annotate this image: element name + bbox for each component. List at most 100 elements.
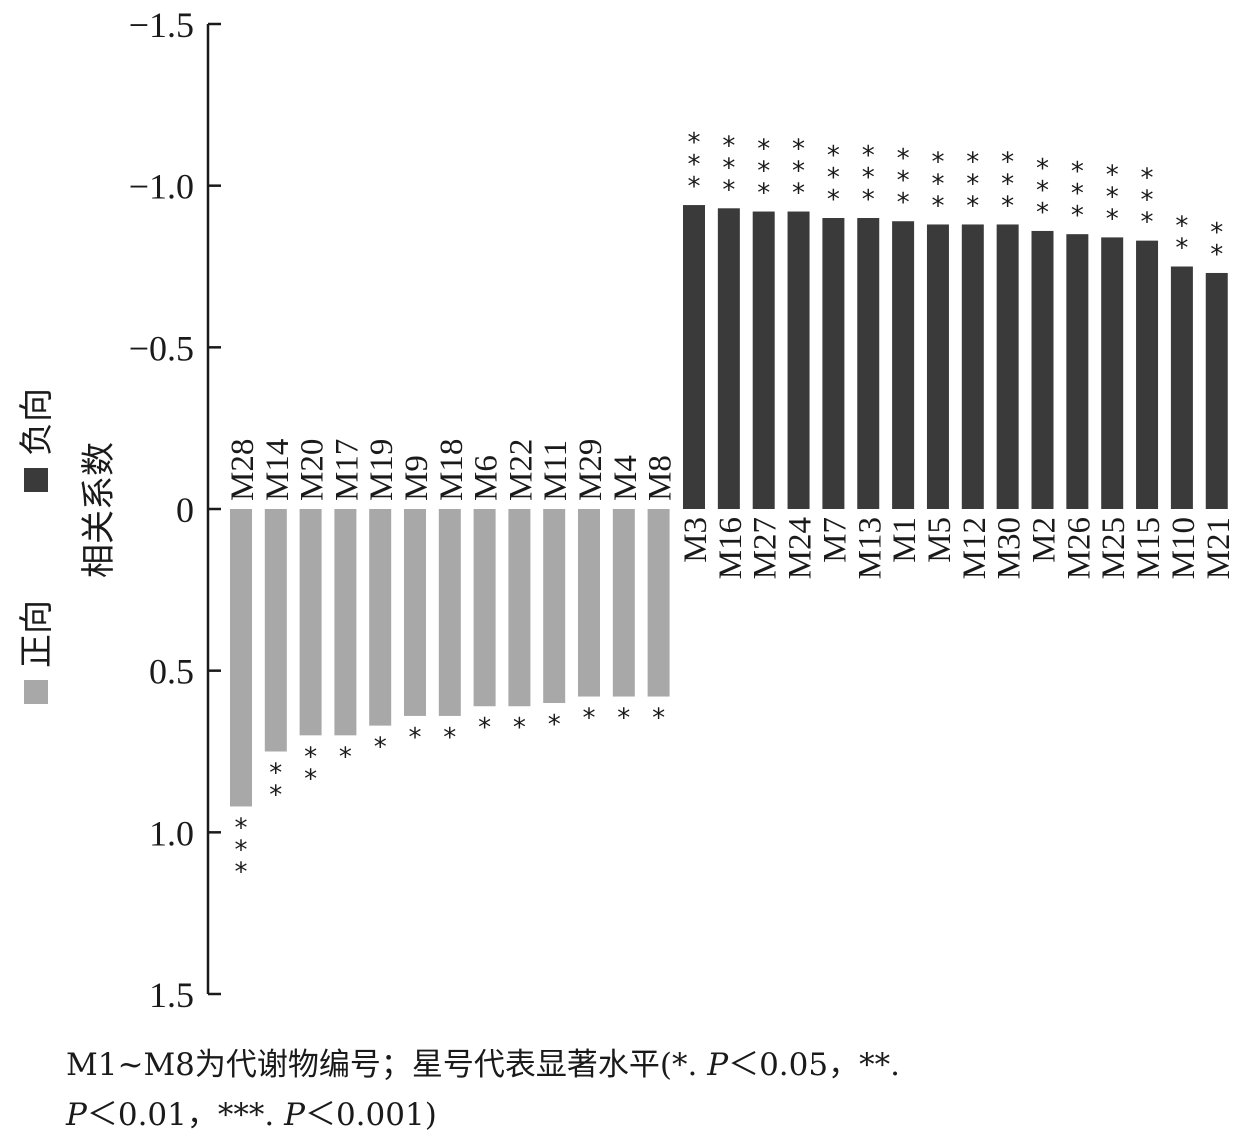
significance-star: * — [1071, 157, 1084, 187]
bar-M14 — [264, 509, 287, 752]
bar-label-M16: M16 — [713, 517, 749, 579]
significance-star: * — [583, 704, 596, 734]
bar-label-M4: M4 — [608, 455, 644, 501]
significance-M7: *** — [827, 141, 840, 215]
bar-M17 — [334, 509, 357, 736]
bar-M12 — [961, 224, 984, 509]
significance-M13: *** — [862, 141, 875, 215]
footnote-line-2: P＜0.01，***. P＜0.001) — [66, 1090, 1246, 1140]
significance-star: * — [374, 733, 387, 763]
y-tick-label: −1.0 — [129, 167, 194, 207]
bar-label-M15: M15 — [1131, 517, 1167, 579]
bar-M22 — [508, 509, 531, 707]
bar-label-M5: M5 — [922, 517, 958, 563]
significance-star: * — [792, 135, 805, 165]
y-tick-label: −1.5 — [129, 5, 194, 45]
bar-M4 — [612, 509, 635, 697]
legend-swatch-negative — [24, 468, 48, 492]
significance-star: * — [1210, 240, 1223, 270]
bar-M19 — [369, 509, 392, 726]
bar-label-M22: M22 — [503, 439, 539, 501]
significance-star: * — [1071, 201, 1084, 231]
significance-star: * — [792, 157, 805, 187]
significance-star: * — [827, 163, 840, 193]
bar-M8 — [647, 509, 670, 697]
significance-star: * — [1106, 182, 1119, 212]
significance-star: * — [1001, 147, 1014, 177]
significance-star: * — [339, 742, 352, 772]
bar-label-M21: M21 — [1201, 517, 1237, 579]
bar-M1 — [892, 221, 915, 509]
significance-M6: * — [478, 713, 491, 743]
bar-label-M14: M14 — [260, 439, 296, 501]
significance-star: * — [722, 175, 735, 205]
footnote-p-symbol: P — [284, 1097, 305, 1133]
significance-star: * — [1036, 198, 1049, 228]
significance-M2: *** — [1036, 154, 1049, 228]
bar-label-M11: M11 — [538, 440, 574, 501]
bar-M21 — [1205, 272, 1228, 509]
significance-star: * — [304, 764, 317, 794]
y-tick-label: 0 — [176, 490, 194, 530]
bar-M26 — [1066, 234, 1089, 509]
significance-star: * — [757, 135, 770, 165]
significance-star: * — [1036, 154, 1049, 184]
significance-star: * — [792, 179, 805, 209]
significance-star: * — [1141, 186, 1154, 216]
bar-M28 — [230, 509, 252, 807]
significance-star: * — [1001, 191, 1014, 221]
footnote-p-symbol: P — [66, 1097, 87, 1133]
legend-label-negative: 负向 — [17, 388, 57, 456]
bar-M25 — [1101, 237, 1124, 509]
bar-label-M13: M13 — [852, 517, 888, 579]
significance-star: * — [548, 710, 561, 740]
legend-label-positive: 正向 — [17, 600, 57, 668]
y-tick-label: 0.5 — [149, 652, 194, 692]
significance-star: * — [897, 166, 910, 196]
bar-M30 — [996, 224, 1019, 509]
significance-M28: *** — [235, 813, 248, 887]
significance-star: * — [478, 713, 491, 743]
significance-M18: * — [443, 723, 456, 753]
significance-M17: * — [339, 742, 352, 772]
significance-star: * — [897, 144, 910, 174]
y-tick-label: 1.5 — [149, 975, 194, 1015]
significance-star: * — [757, 179, 770, 209]
significance-M20: ** — [304, 742, 317, 794]
bar-label-M3: M3 — [678, 517, 714, 563]
significance-star: * — [966, 169, 979, 199]
significance-star: * — [931, 169, 944, 199]
bar-label-M17: M17 — [329, 439, 365, 501]
bar-M13 — [857, 218, 880, 509]
bar-label-M25: M25 — [1096, 517, 1132, 579]
footnote-text: ＜0.01，***. — [86, 1097, 285, 1133]
significance-M14: ** — [269, 759, 282, 811]
significance-star: * — [1210, 218, 1223, 248]
significance-M29: * — [583, 704, 596, 734]
significance-star: * — [1175, 212, 1188, 242]
significance-star: * — [443, 723, 456, 753]
bar-M2 — [1031, 230, 1054, 509]
bar-label-M24: M24 — [783, 517, 819, 579]
bar-M6 — [473, 509, 496, 707]
significance-M30: *** — [1001, 147, 1014, 221]
bar-M9 — [404, 509, 426, 716]
bar-M16 — [717, 208, 740, 510]
footnote-p-symbol: P — [707, 1047, 729, 1083]
significance-star: * — [966, 147, 979, 177]
bar-label-M9: M9 — [399, 455, 435, 501]
bar-label-M8: M8 — [643, 455, 679, 501]
significance-M4: * — [617, 704, 630, 734]
significance-star: * — [688, 128, 701, 158]
bar-M7 — [822, 218, 845, 509]
bar-label-M29: M29 — [573, 439, 609, 501]
bar-M3 — [683, 205, 705, 510]
significance-star: * — [235, 835, 248, 865]
significance-star: * — [966, 191, 979, 221]
significance-star: * — [1141, 208, 1154, 238]
significance-M27: *** — [757, 135, 770, 209]
significance-star: * — [652, 704, 665, 734]
significance-star: * — [827, 185, 840, 215]
